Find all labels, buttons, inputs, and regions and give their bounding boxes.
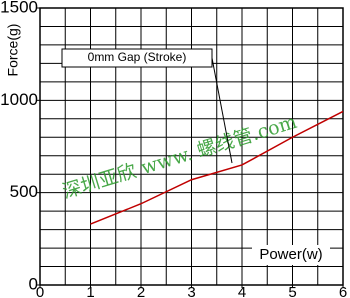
x-tick-label: 6 <box>339 284 347 298</box>
y-tick-label: 1500 <box>0 0 38 16</box>
annotation: 0mm Gap (Stroke) <box>88 50 187 64</box>
annotation-leader <box>211 57 233 164</box>
y-axis-label: Force(g) <box>5 24 21 77</box>
x-tick-label: 0 <box>36 284 44 298</box>
x-tick-label: 3 <box>187 284 195 298</box>
watermark: 深圳亚欣 www. 螺线管.com <box>60 111 300 203</box>
y-tick-label: 1000 <box>0 90 38 109</box>
y-tick-label: 0 <box>29 274 38 293</box>
x-label-bg <box>252 245 330 265</box>
x-tick-label: 5 <box>288 284 296 298</box>
y-tick-label: 500 <box>10 182 38 201</box>
x-tick-label: 1 <box>86 284 94 298</box>
x-axis-label: Power(w) <box>259 246 322 263</box>
annotation-box <box>61 48 213 68</box>
data-line <box>90 110 344 225</box>
x-tick-label: 2 <box>137 284 145 298</box>
x-tick-label: 4 <box>238 284 246 298</box>
